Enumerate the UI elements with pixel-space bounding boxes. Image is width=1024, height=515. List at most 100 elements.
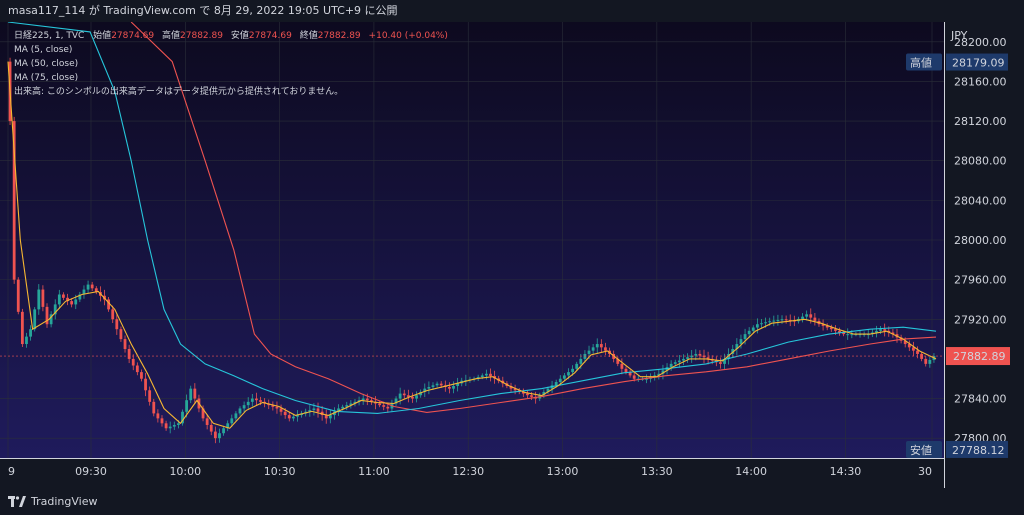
candle-body (226, 423, 230, 429)
candle-body (177, 423, 180, 425)
high-label-box (906, 53, 942, 71)
candle-body (924, 358, 928, 364)
price-tick-label: 28080.00 (954, 155, 1007, 168)
currency-label[interactable]: JPY (950, 29, 968, 42)
candle-body (875, 330, 878, 333)
candle-body (246, 401, 250, 406)
candle-body (209, 424, 213, 432)
candle-body (739, 339, 743, 345)
candle-body (25, 336, 28, 345)
candle-body (456, 383, 460, 386)
candle-body (33, 309, 37, 330)
legend-change: +10.40 (+0.04%) (369, 31, 448, 41)
candle-body (250, 398, 254, 402)
candle-body (230, 418, 234, 424)
candle-body (628, 372, 632, 376)
candle-body (271, 405, 275, 407)
price-tick-label: 27920.00 (954, 313, 1007, 326)
candle-body (259, 400, 262, 402)
legend-ma50[interactable]: MA (50, close) (14, 59, 78, 69)
candle-body (78, 294, 82, 300)
candle-body (480, 375, 484, 378)
candle-body (661, 370, 665, 374)
candle-body (694, 353, 698, 356)
high-marker: 高値 28179.09 (906, 53, 1008, 71)
high-value-box (946, 53, 1008, 71)
candle-body (916, 350, 919, 354)
candle-body (29, 329, 32, 337)
legend-high-value: 27882.89 (180, 31, 223, 41)
legend-ma75[interactable]: MA (75, close) (14, 73, 78, 83)
last-price-box (946, 347, 1010, 366)
candle-body (213, 431, 217, 439)
grid-lines (0, 22, 944, 458)
high-value: 28179.09 (952, 57, 1005, 70)
candle-body (448, 386, 451, 389)
price-axis-ticks[interactable]: 28200.00 28160.00 28120.00 28080.00 28040.00… (954, 36, 1007, 445)
candle-body (595, 344, 599, 348)
candle-body (378, 403, 382, 406)
candle-body (349, 403, 353, 406)
candle-body (673, 362, 677, 364)
candle-body (530, 395, 533, 397)
candle-body (546, 388, 550, 392)
candle-body (423, 388, 427, 392)
legend-symbol: 日経225, 1, TVC (14, 29, 84, 41)
candle-body (419, 391, 423, 396)
candle-body (308, 410, 312, 412)
low-value-box (946, 440, 1008, 458)
candle-body (751, 327, 755, 331)
candle-body (193, 388, 197, 399)
candle-body (755, 324, 759, 328)
time-axis-ticks[interactable]: 9 09:30 10:00 10:30 11:00 12:30 13:00 13:30 14:0… (8, 465, 932, 478)
candle-body (66, 297, 69, 302)
ma75-line (130, 21, 937, 413)
candle-body (920, 353, 924, 359)
candle-body (464, 380, 468, 382)
ma50-line (7, 21, 937, 414)
candle-body (127, 349, 131, 359)
candle-body (287, 415, 291, 419)
tradingview-logo[interactable]: TradingView (8, 495, 97, 508)
time-tick-label: 13:30 (641, 465, 673, 478)
candle-body (727, 353, 731, 359)
candle-body (850, 334, 854, 336)
candle-body (152, 401, 156, 414)
candle-body (838, 330, 841, 333)
last-price-value: 27882.89 (953, 350, 1006, 363)
candle-body (435, 383, 439, 386)
candle-body (337, 408, 340, 412)
candle-body (587, 350, 591, 354)
legend-ma5[interactable]: MA (5, close) (14, 45, 72, 55)
candle-body (907, 344, 911, 348)
candle-body (558, 378, 562, 383)
candle-body (168, 426, 172, 429)
candle-body (928, 359, 932, 364)
candle-body (484, 373, 488, 376)
candle-body (682, 358, 685, 361)
candle-body (41, 289, 45, 307)
candle-body (788, 319, 792, 321)
candle-body (90, 284, 94, 289)
candle-body (62, 294, 65, 298)
legend-low-label: 安値 (231, 29, 249, 41)
price-chart[interactable]: 日経225, 1, TVC 始値27874.69 高値27882.89 安値27… (0, 0, 1024, 488)
tradingview-logo-text: TradingView (31, 495, 98, 508)
publish-caption-bar: masa117_114 が TradingView.com で 8月 29, 2… (0, 0, 1024, 22)
candle-body (833, 329, 837, 331)
candle-body (386, 406, 390, 409)
low-value: 27788.12 (952, 444, 1005, 457)
candle-body (144, 378, 147, 391)
candle-body (632, 375, 636, 379)
candle-body (776, 319, 780, 321)
tradingview-logo-icon (8, 496, 26, 507)
candle-body (411, 396, 414, 399)
candle-body (94, 288, 98, 293)
candle-body (164, 423, 168, 429)
candle-body (731, 349, 735, 354)
time-tick-label: 12:30 (452, 465, 484, 478)
candle-body (645, 378, 648, 380)
candle-body (131, 358, 135, 366)
candle-body (406, 395, 410, 397)
candle-body (296, 415, 299, 417)
